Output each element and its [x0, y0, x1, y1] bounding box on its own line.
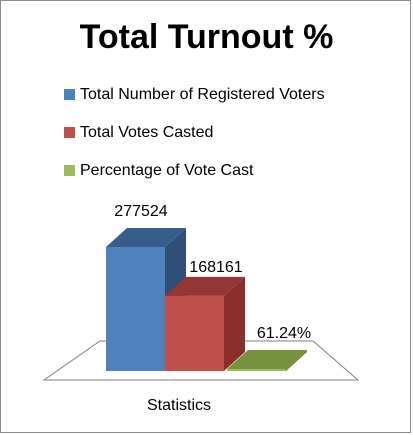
- x-tick-label: Statistics: [146, 397, 211, 414]
- data-label-percentage-vote-cast: 61.24%: [257, 325, 311, 342]
- legend-item-percentage-vote-cast: Percentage of Vote Cast: [64, 160, 325, 181]
- bar-side-percentage-vote-cast: [286, 350, 307, 371]
- data-label-registered-voters: 277524: [114, 203, 167, 220]
- bar-registered-voters: [106, 247, 165, 371]
- legend-item-registered-voters: Total Number of Registered Voters: [64, 84, 325, 105]
- legend-swatch-votes-casted: [64, 127, 75, 138]
- legend-item-votes-casted: Total Votes Casted: [64, 122, 325, 143]
- bar-top-registered-voters: [106, 228, 186, 247]
- legend-swatch-percentage-vote-cast: [64, 165, 75, 176]
- chart-title: Total Turnout %: [79, 18, 334, 56]
- data-label-votes-casted: 168161: [189, 259, 242, 276]
- legend-swatch-registered-voters: [64, 89, 75, 100]
- bar-percentage-vote-cast: [227, 369, 286, 371]
- legend: Total Number of Registered Voters Total …: [64, 84, 325, 198]
- legend-label-registered-voters: Total Number of Registered Voters: [80, 85, 325, 103]
- bar-top-votes-casted: [165, 276, 245, 296]
- bar-side-votes-casted: [224, 276, 245, 371]
- legend-label-percentage-vote-cast: Percentage of Vote Cast: [80, 161, 254, 179]
- bar-top-percentage-vote-cast: [227, 350, 307, 369]
- bar-votes-casted: [165, 295, 224, 371]
- legend-label-votes-casted: Total Votes Casted: [80, 123, 214, 141]
